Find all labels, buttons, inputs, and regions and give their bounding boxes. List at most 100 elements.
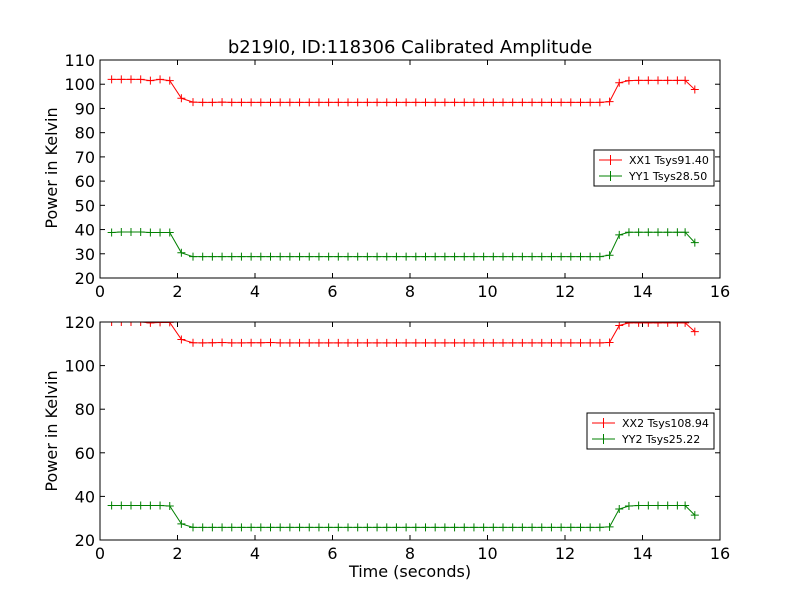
top-series-2-point <box>528 252 537 261</box>
top-series-2-point <box>392 252 401 261</box>
top-xtick-label: 12 <box>555 282 575 301</box>
bottom-series-2-point <box>136 501 145 510</box>
bottom-ytick-label: 60 <box>75 444 95 463</box>
top-series-1-point <box>450 98 459 107</box>
bottom-series-1-point <box>576 338 585 347</box>
top-series-2-point <box>681 228 690 237</box>
top-series-2-point <box>634 228 643 237</box>
bottom-series-1-point <box>411 338 420 347</box>
chart-top-series <box>107 75 699 261</box>
top-series-2-point <box>314 252 323 261</box>
top-series-2-point <box>508 252 517 261</box>
bottom-series-1-point <box>305 338 314 347</box>
top-ytick-label: 80 <box>75 124 95 143</box>
top-series-1-point <box>663 76 672 85</box>
bottom-series-2-point <box>576 523 585 532</box>
top-series-1-point <box>266 98 275 107</box>
top-series-1-point <box>547 98 556 107</box>
bottom-series-1-point <box>237 338 246 347</box>
top-series-2-point <box>324 252 333 261</box>
top-series-1-point <box>198 98 207 107</box>
top-series-1-point <box>136 75 145 84</box>
bottom-series-1-point <box>295 338 304 347</box>
top-series-1-point <box>460 98 469 107</box>
top-series-2-point <box>146 228 155 237</box>
top-xtick-label: 4 <box>250 282 260 301</box>
bottom-ytick-label: 20 <box>75 531 95 550</box>
chart-bottom-legend-box <box>586 412 715 450</box>
top-series-1-point <box>469 98 478 107</box>
bottom-series-1-point <box>479 338 488 347</box>
top-series-2-point <box>690 238 699 247</box>
top-series-2-point <box>450 252 459 261</box>
top-series-1-point <box>634 76 643 85</box>
bottom-series-1-point <box>198 338 207 347</box>
bottom-series-2-point <box>165 501 174 510</box>
top-series-2-point <box>256 252 265 261</box>
bottom-ytick-label: 120 <box>64 313 95 332</box>
top-ytick-label: 40 <box>75 221 95 240</box>
bottom-series-2-point <box>382 523 391 532</box>
bottom-series-1-point <box>177 335 186 344</box>
bottom-series-2-point <box>605 522 614 531</box>
top-xtick-label: 16 <box>710 282 730 301</box>
top-series-1-point <box>411 98 420 107</box>
bottom-series-2-point <box>276 523 285 532</box>
bottom-series-2-point <box>431 523 440 532</box>
top-series-2-point <box>566 252 575 261</box>
top-xtick-label: 2 <box>172 282 182 301</box>
bottom-series-1-point <box>440 338 449 347</box>
bottom-series-1-point <box>518 338 527 347</box>
top-series-2-point <box>237 252 246 261</box>
top-series-1-point <box>508 98 517 107</box>
bottom-series-1-point <box>547 338 556 347</box>
bottom-series-1-point <box>508 338 517 347</box>
bottom-series-2-point <box>547 523 556 532</box>
top-series-2-point <box>469 252 478 261</box>
bottom-xtick-label: 0 <box>95 544 105 563</box>
bottom-xtick-label: 14 <box>632 544 652 563</box>
bottom-series-2-point <box>392 523 401 532</box>
top-series-2-point <box>557 252 566 261</box>
top-series-2-point <box>344 252 352 261</box>
top-ytick-label: 110 <box>64 51 95 70</box>
top-series-2-point <box>165 228 174 237</box>
bottom-series-1-point <box>363 338 372 347</box>
bottom-series-2-point <box>285 523 294 532</box>
bottom-series-2-point <box>654 501 662 510</box>
top-series-2-point <box>489 252 498 261</box>
top-series-1-point <box>499 98 507 107</box>
top-series-1-point <box>237 98 246 107</box>
top-series-1-point <box>208 98 217 107</box>
top-series-1-point <box>624 76 633 85</box>
bottom-series-1-point <box>624 322 633 327</box>
top-series-2-point <box>547 252 556 261</box>
bottom-series-2-point <box>673 501 682 510</box>
top-ytick-label: 60 <box>75 172 95 191</box>
chart-bottom-xlabel: Time (seconds) <box>348 562 471 581</box>
top-xtick-label: 14 <box>632 282 652 301</box>
top-series-1-point <box>479 98 488 107</box>
bottom-series-2-point <box>295 523 304 532</box>
bottom-series-2-point <box>566 523 575 532</box>
top-series-1-point <box>127 75 135 84</box>
bottom-series-1-point <box>266 338 275 347</box>
bottom-series-1-point <box>218 338 227 347</box>
top-series-2-point <box>363 252 372 261</box>
top-series-1-point <box>673 76 682 85</box>
chart-bottom: Power in Kelvin Time (seconds) 0 2 4 6 8 10 12… <box>42 313 730 581</box>
top-series-1-point <box>489 98 498 107</box>
top-series-1-point <box>156 75 165 84</box>
bottom-series-2-point <box>363 523 372 532</box>
top-series-2-point <box>156 228 165 237</box>
top-series-2-point <box>421 252 430 261</box>
bottom-series-1-point <box>208 338 217 347</box>
bottom-series-1-point <box>605 338 614 347</box>
top-series-1-point <box>247 98 256 107</box>
bottom-series-2-point <box>305 523 314 532</box>
bottom-series-1-point <box>189 338 197 347</box>
top-series-2-point <box>431 252 440 261</box>
top-series-1-point <box>402 98 411 107</box>
bottom-series-1-point <box>334 338 343 347</box>
